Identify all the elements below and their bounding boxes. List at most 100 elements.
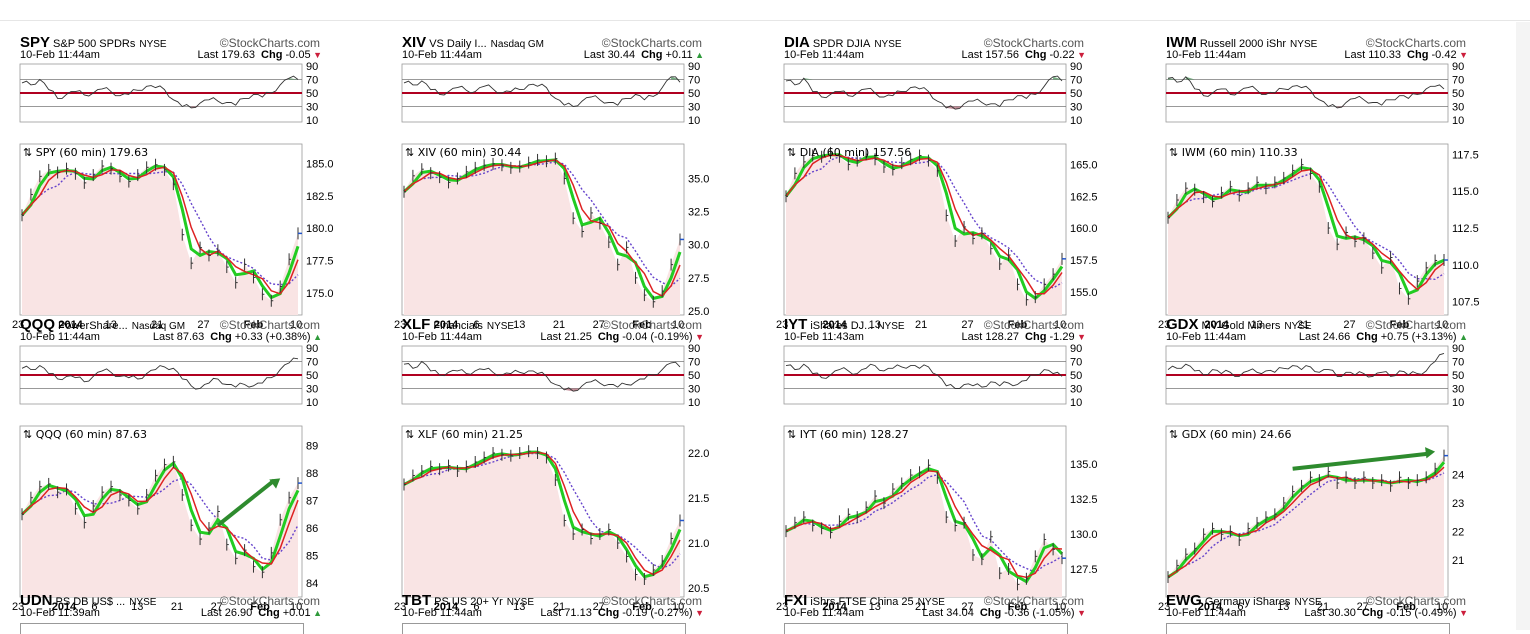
rsi-tick-label: 70	[1070, 75, 1082, 87]
rsi-line	[21, 357, 299, 390]
chart-panel-xiv[interactable]: XIV VS Daily I... Nasdaq GM ©StockCharts.co…	[382, 28, 712, 331]
x-tick-label: 23	[1158, 319, 1170, 331]
chart-header[interactable]: TBT PS US 20+ Yr NYSE ©StockCharts.com	[402, 592, 702, 609]
moving-average-short	[1166, 166, 1445, 296]
chart-header[interactable]: UDN PS DB US$ ... NYSE ©StockCharts.com	[20, 592, 320, 609]
symbol: DIA	[784, 34, 810, 51]
price-label: ⇅ XLF (60 min) 21.25	[405, 428, 523, 441]
security-name: SPDR DJIA	[812, 38, 871, 50]
price-tick-label: 88	[306, 468, 318, 480]
rsi-line	[403, 360, 681, 392]
chart-panel-fxi[interactable]: FXI iShrs FTSE China 25 NYSE ©StockCharts.c…	[764, 586, 1094, 634]
chart-header[interactable]: IWM Russell 2000 iShr NYSE ©StockCharts.com	[1166, 34, 1466, 51]
chart-panel-spy[interactable]: SPY S&P 500 SPDRs NYSE ©StockCharts.com 10-F…	[0, 28, 334, 331]
x-tick-label: 13	[1277, 601, 1289, 613]
chart-header[interactable]: GDX MV Gold Miners NYSE ©StockCharts.com	[1166, 316, 1466, 333]
symbol: SPY	[20, 34, 51, 51]
x-tick-label: 23	[12, 601, 24, 613]
price-tick-label: 115.0	[1452, 186, 1479, 198]
chg-label: Chg	[979, 607, 1002, 619]
stockcharts-watermark: ©StockCharts.com	[983, 318, 1084, 332]
rsi-tick-label: 70	[688, 357, 700, 369]
security-name: iShrs FTSE China 25	[810, 596, 914, 608]
x-tick-label: 6	[91, 601, 97, 613]
change-value: +0.11	[666, 49, 704, 61]
chart-header[interactable]: SPY S&P 500 SPDRs NYSE ©StockCharts.com	[20, 34, 320, 51]
stockcharts-watermark: ©StockCharts.com	[219, 36, 320, 50]
quote-line: 10-Feb 11:43am Last 128.27 Chg -1.29	[784, 331, 1086, 345]
chart-panel-dia[interactable]: DIA SPDR DJIA NYSE ©StockCharts.com 10-Feb 1…	[764, 28, 1098, 331]
moving-average-mid	[403, 159, 681, 297]
chart-header[interactable]: FXI iShrs FTSE China 25 NYSE ©StockCharts.c…	[784, 592, 1084, 609]
chg-label: Chg	[210, 331, 232, 343]
vertical-scrollbar[interactable]	[1516, 22, 1530, 630]
rsi-tick-label: 50	[306, 370, 318, 382]
chart-header[interactable]: IYT iShares DJ... NYSE ©StockCharts.com	[784, 316, 1084, 333]
x-tick-label: Feb	[1008, 319, 1028, 331]
x-tick-label: 10	[1054, 601, 1066, 613]
chg-label: Chg	[1356, 331, 1378, 343]
quote-datetime: 10-Feb 11:39am	[20, 607, 100, 619]
x-tick-label: 27	[961, 319, 973, 331]
change-value: -1.29	[1050, 331, 1087, 343]
last-price: 26.90	[224, 607, 253, 619]
chart-panel-xlf[interactable]: XLF Financials NYSE ©StockCharts.com 10-Feb …	[382, 310, 712, 613]
price-tick-label: 22	[1452, 526, 1464, 538]
chart-panel-ewg[interactable]: EWG Germany iShares NYSE ©StockCharts.com 10…	[1146, 586, 1476, 634]
rsi-tick-label: 30	[306, 384, 318, 396]
quote-line: 10-Feb 11:44am Last 21.25 Chg -0.04 (-0.19…	[402, 331, 704, 345]
price-tick-label: 107.5	[1452, 297, 1480, 309]
quote-values: Last 24.66 Chg +0.75 (+3.13%)	[1299, 331, 1468, 343]
price-label: ⇅ QQQ (60 min) 87.63	[23, 428, 147, 441]
chart-panel-tbt[interactable]: TBT PS US 20+ Yr NYSE ©StockCharts.com 10-Fe…	[382, 586, 712, 634]
x-tick-label: 23	[394, 601, 406, 613]
quote-line: 10-Feb 11:44am Last 71.13 Chg -0.19 (-0.27…	[402, 607, 704, 621]
price-tick-label: 21	[1452, 555, 1464, 567]
rsi-tick-label: 10	[306, 397, 318, 409]
x-tick-label: 10	[1436, 601, 1448, 613]
chart-header[interactable]: XIV VS Daily I... Nasdaq GM ©StockCharts.co…	[402, 34, 702, 51]
chart-panel-gdx[interactable]: GDX MV Gold Miners NYSE ©StockCharts.com 10-…	[1146, 310, 1476, 613]
price-label: ⇅ IYT (60 min) 128.27	[787, 428, 909, 441]
chg-label: Chg	[261, 49, 283, 61]
chart-header[interactable]: QQQ PowerShare... Nasdaq GM ©StockCharts.co…	[20, 316, 320, 333]
rsi-tick-label: 30	[688, 102, 700, 114]
price-tick-label: 23	[1452, 498, 1464, 510]
quote-values: Last 157.56 Chg -0.22	[962, 49, 1086, 61]
x-tick-label: 10	[290, 319, 302, 331]
price-tick-label: 162.5	[1070, 191, 1098, 203]
x-tick-label: 10	[1054, 319, 1066, 331]
chart-header[interactable]: XLF Financials NYSE ©StockCharts.com	[402, 316, 702, 333]
symbol: XIV	[402, 34, 427, 51]
moving-average-long	[785, 156, 1063, 289]
price-area-fill	[786, 152, 1062, 315]
price-label: ⇅ DIA (60 min) 157.56	[787, 146, 911, 159]
rsi-oversold-fill	[573, 388, 583, 392]
chart-header[interactable]: DIA SPDR DJIA NYSE ©StockCharts.com	[784, 34, 1084, 51]
x-tick-label: 21	[915, 319, 927, 331]
last-price: 24.66	[1322, 331, 1351, 343]
symbol: IYT	[784, 316, 808, 333]
rsi-tick-label: 90	[306, 343, 318, 355]
rsi-overbought-fill	[289, 78, 298, 80]
x-tick-label: 27	[593, 601, 605, 613]
price-tick-label: 160.0	[1070, 223, 1098, 235]
chart-panel-iyt[interactable]: IYT iShares DJ... NYSE ©StockCharts.com 10-F…	[764, 310, 1098, 613]
chart-panel-udn[interactable]: UDN PS DB US$ ... NYSE ©StockCharts.com 10-F…	[0, 586, 330, 634]
quote-values: Last 30.30 Chg -0.15 (-0.49%)	[1304, 607, 1468, 619]
chart-panel-iwm[interactable]: IWM Russell 2000 iShr NYSE ©StockCharts.com…	[1146, 28, 1480, 331]
rsi-tick-label: 10	[1452, 115, 1464, 127]
rsi-tick-label: 10	[688, 115, 700, 127]
stockcharts-watermark: ©StockCharts.com	[1365, 318, 1466, 332]
exchange: NYSE	[917, 597, 945, 608]
rsi-tick-label: 90	[1452, 61, 1464, 73]
moving-average-long	[21, 170, 299, 286]
quote-datetime: 10-Feb 11:44am	[20, 49, 100, 61]
x-tick-label: 6	[473, 319, 479, 331]
x-tick-label: 13	[869, 601, 881, 613]
chart-panel-qqq[interactable]: QQQ PowerShare... Nasdaq GM ©StockCharts.co…	[0, 310, 330, 613]
security-name: VS Daily I...	[429, 38, 487, 50]
chart-header[interactable]: EWG Germany iShares NYSE ©StockCharts.com	[1166, 592, 1466, 609]
quote-values: Last 128.27 Chg -1.29	[962, 331, 1086, 343]
